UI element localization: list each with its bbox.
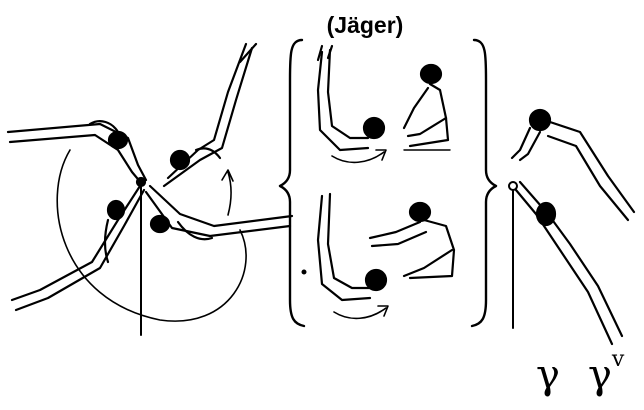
- gamma-v-mark: v: [611, 346, 625, 372]
- gymnast-right-upper: [510, 108, 636, 222]
- gamma-symbol: γ: [536, 352, 560, 398]
- gymnast-right-lower: [514, 180, 624, 346]
- gamma-v-symbol: γv: [588, 348, 624, 398]
- gymnast-figure-4: [162, 42, 258, 188]
- gymnast-inverted-pike-top: [316, 44, 387, 164]
- gymnast-seated-pike-top: [402, 63, 451, 151]
- gymnast-figure-2: [10, 184, 146, 312]
- center-bracket-group: [278, 38, 498, 328]
- gymnast-inverted-pike-bottom: [316, 192, 389, 320]
- right-brace: [470, 38, 498, 328]
- swing-arc: [56, 149, 247, 322]
- gymnast-figure-1: [6, 120, 148, 186]
- left-brace: [278, 38, 306, 328]
- gamma-v-base: γ: [588, 352, 612, 398]
- gymnast-figure-3: [144, 184, 294, 241]
- rotation-arrow: [221, 169, 234, 216]
- rotation-arrow-top: [331, 149, 387, 164]
- gymnast-seated-pike-bottom: [368, 201, 456, 280]
- diagram-title: (Jäger): [326, 12, 404, 38]
- right-bar-point: [508, 181, 518, 191]
- rotation-arrow-bottom: [333, 305, 389, 320]
- left-swing-sequence: [6, 42, 294, 336]
- right-sequence: [508, 108, 636, 346]
